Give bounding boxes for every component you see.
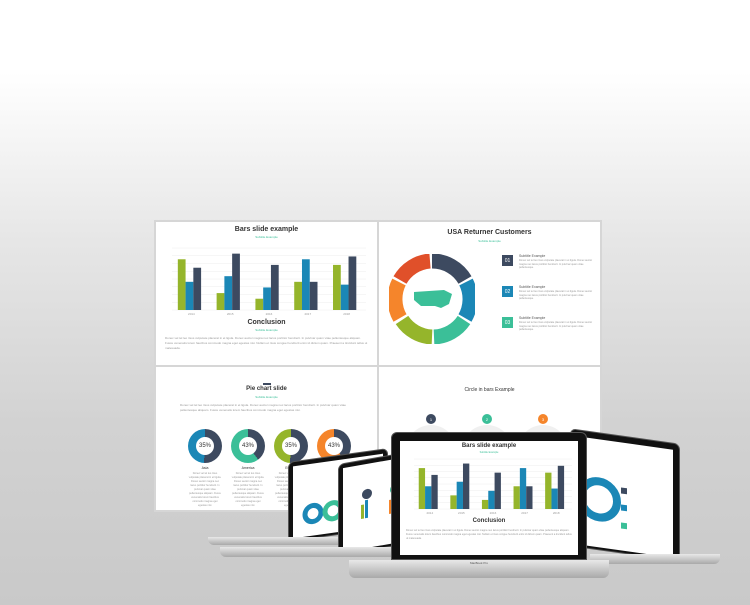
bars-slide: Bars slide example Subtitle Example 2014… bbox=[156, 222, 377, 365]
bar bbox=[348, 256, 357, 310]
item-title: Subtitle Example bbox=[519, 316, 546, 320]
slide-subtitle: Subtitle Example bbox=[255, 395, 278, 399]
laptop-slide-title: Bars slide example bbox=[461, 443, 517, 449]
donut-label: America bbox=[241, 466, 255, 470]
bar bbox=[545, 472, 552, 509]
body-text: Donec vel tel leo risus vulputate placer… bbox=[180, 403, 346, 412]
laptop-bar-chart: 2014 2015 2016 2017 2018 bbox=[414, 458, 572, 515]
laptop-conclusion: Conclusion bbox=[472, 518, 506, 524]
bar bbox=[526, 486, 533, 509]
laptop-body-text: Donec vel tel leo risus vulputate placer… bbox=[406, 529, 572, 540]
bar bbox=[193, 267, 202, 310]
slides-grid: Bars slide example Subtitle Example 2014… bbox=[154, 220, 602, 512]
donut-chart: 35% bbox=[188, 429, 222, 463]
item-text: Donec vel tel leo risus vulputate placer… bbox=[519, 290, 593, 300]
bar bbox=[557, 465, 565, 509]
bar bbox=[519, 468, 527, 509]
x-tick-label: 2014 bbox=[426, 511, 433, 515]
bar bbox=[481, 499, 489, 509]
conclusion-title: Conclusion bbox=[247, 319, 286, 326]
accent-bar bbox=[263, 383, 271, 385]
x-tick-label: 2017 bbox=[304, 312, 311, 316]
bar bbox=[450, 495, 457, 509]
bar bbox=[232, 253, 240, 310]
x-tick-label: 2018 bbox=[553, 511, 560, 515]
bar bbox=[224, 276, 233, 310]
bar bbox=[462, 463, 470, 509]
bar bbox=[177, 259, 186, 310]
donut-chart: 43% bbox=[231, 429, 265, 463]
bar bbox=[309, 281, 318, 310]
donut-text: Donec vel tel leo risus vulputate placer… bbox=[188, 472, 222, 507]
slide-subtitle: Subtitle Example bbox=[255, 235, 278, 239]
slide-title: Pie chart slide bbox=[246, 386, 287, 392]
cycle-arrows-diagram bbox=[389, 254, 475, 344]
x-tick-label: 2014 bbox=[188, 312, 195, 316]
item-title: Subtitle Example bbox=[519, 285, 546, 289]
bar bbox=[425, 486, 432, 509]
bar-chart: 2014 2015 2016 2017 2018 bbox=[172, 247, 366, 316]
bar bbox=[431, 474, 438, 509]
usa-customers-slide: USA Returner Customers Subtitle Example … bbox=[379, 222, 600, 365]
step-number-badge: 02 bbox=[502, 286, 513, 297]
item-title: Subtitle Example bbox=[519, 254, 546, 258]
step-badge: 2 bbox=[482, 414, 492, 424]
conclusion-subtitle: Subtitle Example bbox=[255, 328, 278, 332]
slide-title: Bars slide example bbox=[234, 226, 299, 233]
bar bbox=[456, 481, 463, 509]
slide-title: USA Returner Customers bbox=[447, 229, 532, 236]
item-text: Donec vel tel leo risus vulputate placer… bbox=[519, 259, 593, 269]
step-number-badge: 03 bbox=[502, 317, 513, 328]
laptop-slide-subtitle: Subtitle Example bbox=[479, 451, 499, 454]
donut-value: 35% bbox=[282, 437, 300, 455]
donut-label: Asia bbox=[201, 466, 209, 470]
x-tick-label: 2016 bbox=[266, 312, 273, 316]
bar bbox=[216, 293, 225, 310]
bar bbox=[418, 468, 426, 509]
donut-value: 43% bbox=[325, 437, 343, 455]
donut-value: 43% bbox=[239, 437, 257, 455]
x-tick-label: 2016 bbox=[490, 511, 497, 515]
x-tick-label: 2017 bbox=[521, 511, 528, 515]
bar bbox=[494, 472, 501, 509]
bar bbox=[513, 486, 520, 509]
bar bbox=[333, 264, 341, 310]
step-number-badge: 01 bbox=[502, 255, 513, 266]
bar bbox=[263, 287, 271, 310]
bar bbox=[488, 490, 495, 509]
x-tick-label: 2015 bbox=[227, 312, 234, 316]
x-tick-label: 2018 bbox=[343, 312, 350, 316]
bar bbox=[294, 281, 302, 310]
bar bbox=[551, 488, 558, 509]
slide-subtitle: Subtitle Example bbox=[478, 239, 501, 243]
bar bbox=[255, 298, 264, 310]
usa-map-icon bbox=[414, 290, 452, 308]
pie-chart-slide: Pie chart slide Subtitle Example Donec v… bbox=[156, 367, 377, 510]
step-badge: 3 bbox=[538, 414, 548, 424]
bar bbox=[185, 281, 194, 310]
usa-preview bbox=[577, 477, 627, 530]
body-text: Donec vel tel leo risus vulputate placer… bbox=[165, 336, 368, 350]
item-text: Donec vel tel leo risus vulputate placer… bbox=[519, 321, 593, 331]
bar bbox=[270, 264, 279, 310]
step-badge: 1 bbox=[426, 414, 436, 424]
slide-title: Circle in bars Example bbox=[464, 387, 515, 393]
bar bbox=[301, 259, 310, 310]
donut-text: Donec vel tel leo risus vulputate placer… bbox=[231, 472, 265, 507]
laptop-brand: MacBook Pro bbox=[469, 561, 488, 565]
donut-value: 35% bbox=[196, 437, 214, 455]
donut-chart: 35% bbox=[274, 429, 308, 463]
bar bbox=[340, 284, 349, 310]
x-tick-label: 2015 bbox=[458, 511, 465, 515]
